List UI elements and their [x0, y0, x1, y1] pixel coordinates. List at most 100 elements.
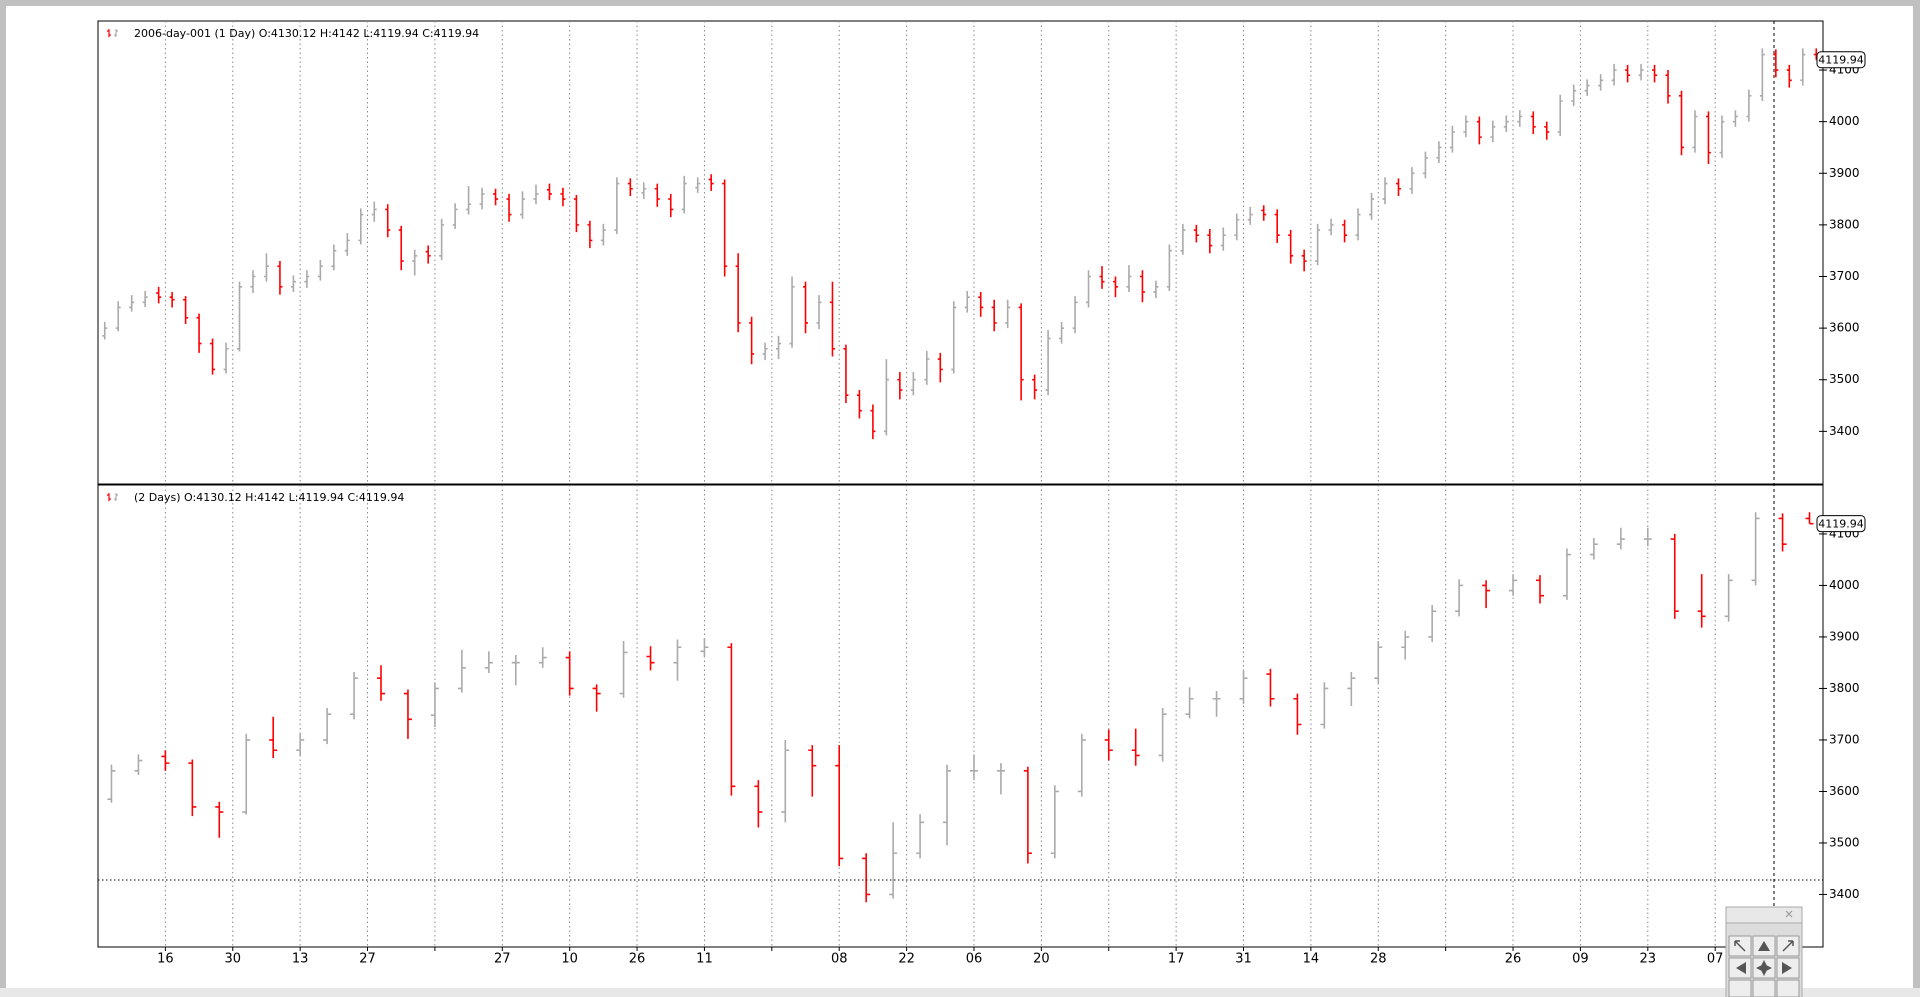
- ohlc-bar: [1665, 70, 1671, 104]
- ohlc-bar: [263, 253, 269, 282]
- last-price-box: [1816, 515, 1866, 533]
- ohlc-bar: [1193, 224, 1199, 243]
- ohlc-bar: [156, 286, 162, 304]
- ohlc-bar: [1234, 213, 1240, 241]
- ohlc-bar: [1530, 111, 1536, 135]
- ohlc-bar: [215, 801, 224, 838]
- arrow-icon: [1758, 941, 1770, 951]
- ohlc-bar: [1509, 574, 1518, 596]
- ohlc-bar: [573, 194, 579, 233]
- ohlc-bar: [1166, 244, 1172, 291]
- legend-label: 2006-day-001 (1 Day) O:4130.12 H:4142 L:…: [134, 27, 479, 40]
- ohlc-bar: [1544, 121, 1550, 140]
- ohlc-bar: [735, 253, 741, 333]
- ohlc-bar: [210, 338, 216, 375]
- ohlc-bar: [1045, 330, 1051, 396]
- x-tick-label: 26: [629, 952, 646, 967]
- toolbar-close[interactable]: [1785, 910, 1793, 918]
- ohlc-bar: [996, 763, 1005, 795]
- ohlc-bar: [269, 716, 278, 758]
- ohlc-bar: [1382, 177, 1388, 205]
- ohlc-bar: [1342, 219, 1348, 243]
- ohlc-bar: [1104, 729, 1113, 761]
- ohlc-bar: [1503, 115, 1509, 132]
- plot-frame: [97, 484, 1824, 948]
- ohlc-bar: [1315, 223, 1321, 266]
- ohlc-bar: [708, 174, 714, 191]
- pan-down[interactable]: [1752, 979, 1776, 997]
- ohlc-bar: [425, 245, 431, 264]
- legend-icon: [107, 493, 111, 501]
- ohlc-bar: [1347, 671, 1356, 706]
- legend-icon: [107, 29, 111, 37]
- ohlc-bar: [727, 643, 736, 796]
- ohlc-bar: [910, 371, 916, 396]
- ohlc-bar: [331, 244, 337, 271]
- x-tick-label: 09: [1572, 952, 1589, 967]
- ohlc-bar: [1428, 605, 1437, 643]
- ohlc-bar: [964, 290, 970, 313]
- ohlc-bar: [835, 745, 844, 867]
- ohlc-bar: [1732, 110, 1738, 127]
- ohlc-bar: [1395, 178, 1401, 196]
- ohlc-bar: [183, 296, 189, 324]
- status-strip: [0, 988, 1920, 997]
- x-tick-label: 14: [1303, 952, 1320, 967]
- y-tick-label: 3600: [1829, 784, 1860, 798]
- ohlc-bar: [1719, 115, 1725, 158]
- ohlc-bar: [1625, 64, 1631, 83]
- ohlc-bar: [533, 184, 539, 205]
- ohlc-bar: [493, 188, 499, 206]
- y-tick-label: 3500: [1829, 372, 1860, 386]
- ohlc-bar: [681, 175, 687, 214]
- home-icon: [1756, 960, 1772, 976]
- ohlc-bar: [1778, 513, 1787, 552]
- ohlc-bar: [754, 780, 763, 828]
- ohlc-bar: [1153, 280, 1159, 299]
- y-tick-label: 3400: [1829, 424, 1860, 438]
- arrow-icon: [1782, 940, 1794, 952]
- y-tick-label: 3700: [1829, 732, 1860, 746]
- ohlc-bar: [538, 647, 547, 668]
- ohlc-bar: [107, 764, 116, 803]
- x-tick-label: 08: [831, 952, 848, 967]
- y-tick-label: 3600: [1829, 321, 1860, 335]
- ohlc-bar: [242, 733, 251, 815]
- ohlc-bar: [1261, 205, 1267, 221]
- x-tick-label: 17: [1168, 952, 1185, 967]
- ohlc-bar: [1476, 116, 1482, 145]
- ohlc-bar: [115, 301, 121, 332]
- ohlc-bar: [1746, 89, 1752, 122]
- ohlc-bar: [943, 764, 952, 846]
- y-tick-label: 3400: [1829, 887, 1860, 901]
- ohlc-bar: [1207, 229, 1213, 254]
- toolbar-title: [1725, 906, 1803, 924]
- ohlc-bar: [323, 708, 332, 745]
- pan-down-left[interactable]: [1728, 979, 1752, 997]
- ohlc-bar: [1293, 693, 1302, 735]
- ohlc-bar: [452, 203, 458, 230]
- ohlc-bar: [1301, 249, 1307, 272]
- ohlc-bar: [546, 183, 552, 201]
- ohlc-bar: [196, 313, 202, 353]
- ohlc-bar: [789, 276, 795, 348]
- legend-icon: [114, 493, 118, 501]
- ohlc-bar: [1589, 538, 1598, 560]
- ohlc-bar: [277, 261, 283, 295]
- navigation-toolbar[interactable]: [1725, 906, 1803, 997]
- y-tick-label: 3800: [1829, 217, 1860, 231]
- ohlc-bar: [304, 270, 310, 288]
- ohlc-bar: [1724, 574, 1733, 622]
- pan-down-right[interactable]: [1776, 979, 1800, 997]
- ohlc-bar: [776, 335, 782, 360]
- ohlc-bar: [412, 249, 418, 276]
- ohlc-bar: [344, 233, 350, 256]
- ohlc-bar: [1455, 579, 1464, 617]
- chart-panel: 16 30 13 27 27 10 26 11 08 22 06 20 17 31 14 28 26 09 23 07…: [97, 484, 1866, 967]
- ohlc-bar: [1584, 79, 1590, 96]
- ohlc-bar: [1557, 94, 1563, 137]
- last-price-box: [1816, 51, 1866, 69]
- x-tick-label: 10: [561, 952, 578, 967]
- ohlc-bar: [1032, 374, 1038, 400]
- ohlc-bar: [398, 225, 404, 271]
